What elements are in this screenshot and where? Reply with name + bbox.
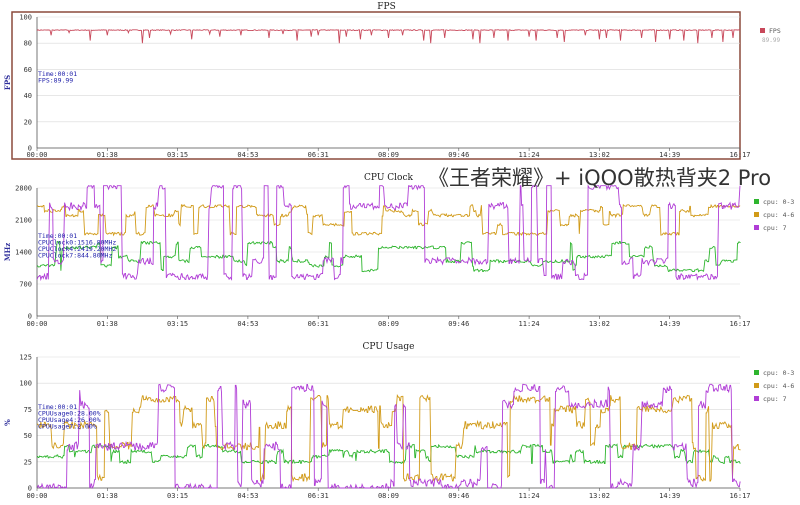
cursor-annotation: CPUUsage0:28.00% (38, 410, 101, 418)
x-tick-label: 03:15 (167, 151, 188, 159)
charts-container: FPS FPS 0 20 40 60 80 100 00:00 01:38 03:15 04:53 06… (3, 2, 794, 500)
x-tick-label: 04:53 (237, 320, 258, 328)
x-tick-label: 13:02 (589, 151, 610, 159)
x-tick-label: 14:39 (659, 151, 680, 159)
overlay-title: 《王者荣耀》+ iQOO散热背夹2 Pro (428, 166, 771, 190)
legend-swatch (754, 225, 759, 230)
cursor-annotation: Time:00:01 (38, 403, 77, 411)
x-tick-label: 09:46 (448, 492, 469, 500)
cursor-annotation: Time:00:01 (38, 70, 77, 78)
x-tick-label: 06:31 (308, 320, 329, 328)
cursor-annotation: CPUClock7:844.80MHz (38, 252, 112, 260)
x-tick-label: 00:00 (26, 151, 47, 159)
legend-label: cpu: 7 (763, 224, 787, 232)
x-tick-label: 01:38 (97, 151, 118, 159)
x-tick-label: 08:09 (378, 151, 399, 159)
x-tick-label: 08:09 (378, 320, 399, 328)
x-tick-label: 14:39 (659, 492, 680, 500)
cursor-annotation: CPUClock4:2419.20MHz (38, 245, 116, 253)
x-tick-label: 09:46 (448, 320, 469, 328)
chart-title: FPS (377, 2, 395, 12)
legend-swatch (760, 28, 765, 33)
series-line-cpu-7 (37, 383, 741, 490)
legend-swatch (754, 370, 759, 375)
y-tick-label: 100 (19, 14, 32, 22)
x-tick-label: 03:15 (167, 492, 188, 500)
x-tick-label: 08:09 (378, 492, 399, 500)
y-tick-label: 2100 (15, 217, 32, 225)
legend-swatch (754, 212, 759, 217)
legend-label: cpu: 4-6 (763, 211, 794, 219)
y-tick-label: 2800 (15, 185, 32, 193)
x-tick-label: 16:17 (729, 492, 750, 500)
x-tick-label: 00:00 (26, 320, 47, 328)
chart-1: CPU Clock MHz 0 700 1400 2100 2800 00:00 01:38 03… (3, 173, 794, 328)
y-axis-label: FPS (3, 75, 12, 90)
legend-label: cpu: 0-3 (763, 369, 794, 377)
y-tick-label: 100 (19, 380, 32, 388)
chart-title: CPU Clock (364, 173, 413, 183)
cursor-annotation: FPS:89.99 (38, 77, 73, 85)
y-tick-label: 125 (19, 354, 32, 362)
y-tick-label: 80 (24, 40, 32, 48)
y-tick-label: 50 (24, 432, 32, 440)
x-tick-label: 13:02 (589, 492, 610, 500)
x-tick-label: 01:38 (97, 320, 118, 328)
y-tick-label: 0 (28, 313, 32, 321)
legend-swatch (754, 383, 759, 388)
x-tick-label: 11:24 (519, 151, 540, 159)
y-tick-label: 20 (24, 118, 32, 126)
series-line-cpu-0-3 (37, 240, 741, 273)
x-tick-label: 04:53 (237, 492, 258, 500)
x-tick-label: 16:17 (729, 151, 750, 159)
legend-swatch (754, 396, 759, 401)
y-tick-label: 40 (24, 92, 32, 100)
y-tick-label: 60 (24, 66, 32, 74)
y-tick-label: 75 (24, 406, 32, 414)
series-line-fps (36, 28, 741, 44)
x-tick-label: 16:17 (729, 320, 750, 328)
legend-label: cpu: 4-6 (763, 382, 794, 390)
x-tick-label: 00:00 (26, 492, 47, 500)
cursor-annotation: CPUUsage7:2.00% (38, 423, 97, 431)
legend-swatch (754, 199, 759, 204)
x-tick-label: 09:46 (448, 151, 469, 159)
y-tick-label: 0 (28, 485, 32, 493)
y-tick-label: 700 (19, 281, 32, 289)
legend-value: 89.99 (762, 37, 780, 44)
series-line-cpu-0-3 (37, 443, 741, 465)
y-tick-label: 25 (24, 458, 32, 466)
legend-label: FPS (769, 27, 781, 35)
x-tick-label: 03:15 (167, 320, 188, 328)
y-tick-label: 0 (28, 145, 32, 153)
y-tick-label: 1400 (15, 249, 32, 257)
cursor-annotation: CPUUsage4:26.00% (38, 416, 101, 424)
fps-highlight-frame (11, 11, 741, 160)
x-tick-label: 13:02 (589, 320, 610, 328)
chart-0: FPS FPS 0 20 40 60 80 100 00:00 01:38 03:15 04:53 06… (3, 2, 781, 159)
cursor-annotation: CPUClock0:1516.80MHz (38, 239, 116, 247)
series-line-cpu-4-6 (37, 393, 741, 483)
legend-label: cpu: 7 (763, 395, 787, 403)
x-tick-label: 04:53 (237, 151, 258, 159)
y-axis-label: MHz (3, 243, 12, 261)
series-line-cpu-7 (36, 184, 741, 282)
x-tick-label: 11:24 (519, 320, 540, 328)
y-axis-label: % (3, 419, 12, 426)
chart-2: CPU Usage% 0 25 50 75 100 125 00:00 01:38 03:15 04… (3, 342, 794, 500)
cursor-annotation: Time:00:01 (38, 232, 77, 240)
x-tick-label: 01:38 (97, 492, 118, 500)
chart-title: CPU Usage (363, 342, 415, 352)
x-tick-label: 06:31 (308, 492, 329, 500)
x-tick-label: 06:31 (308, 151, 329, 159)
series-line-cpu-4-6 (37, 203, 741, 237)
x-tick-label: 14:39 (659, 320, 680, 328)
legend-label: cpu: 0-3 (763, 198, 794, 206)
x-tick-label: 11:24 (519, 492, 540, 500)
